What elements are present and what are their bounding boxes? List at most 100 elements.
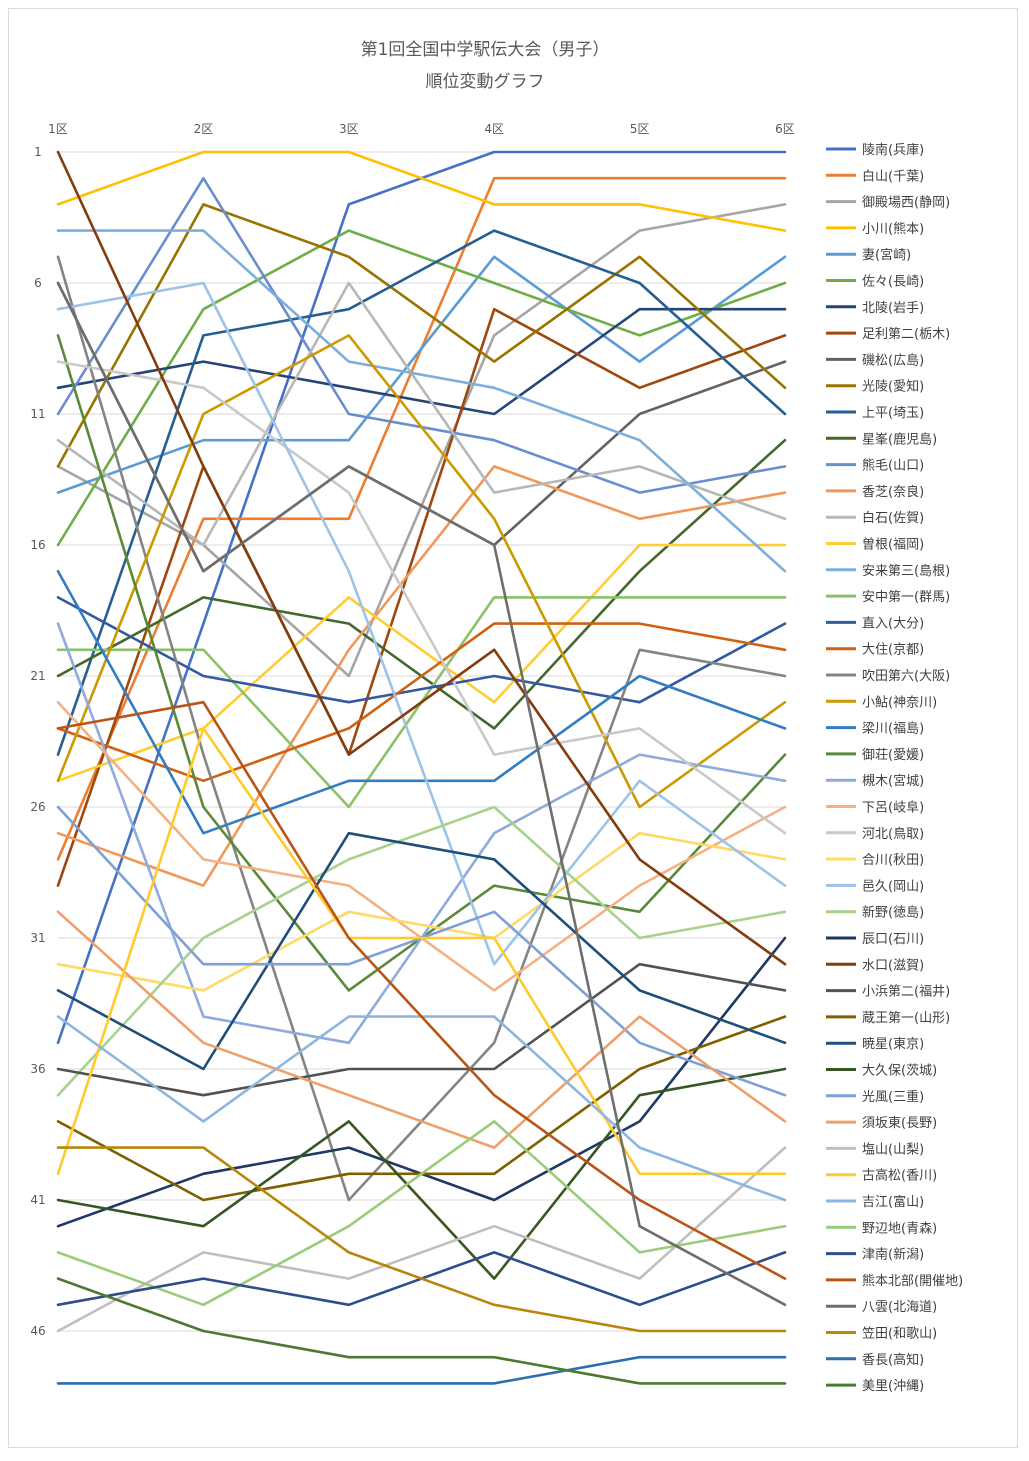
series-line bbox=[56, 1120, 787, 1307]
y-tick-label: 6 bbox=[34, 276, 42, 290]
legend-label: 塩山(山梨) bbox=[862, 1142, 924, 1157]
legend-label: 須坂東(長野) bbox=[862, 1115, 937, 1131]
legend-label: 陵南(兵庫) bbox=[862, 142, 924, 158]
chart-subtitle: 順位変動グラフ bbox=[426, 72, 545, 92]
series-line bbox=[56, 229, 787, 573]
legend-label: 妻(宮崎) bbox=[862, 247, 911, 263]
legend-label: 吉江(富山) bbox=[862, 1194, 924, 1210]
series-line bbox=[56, 1067, 787, 1280]
y-tick-label: 31 bbox=[30, 931, 45, 945]
legend-label: 蔵王第一(山形) bbox=[862, 1011, 950, 1026]
series-line bbox=[56, 307, 787, 887]
series-line bbox=[56, 281, 787, 1307]
legend-label: 津南(新潟) bbox=[862, 1247, 924, 1263]
x-tick-label: 4区 bbox=[484, 122, 504, 136]
legend-label: 八雲(北海道) bbox=[862, 1300, 937, 1315]
series-line bbox=[56, 307, 787, 416]
x-tick-label: 2区 bbox=[194, 122, 214, 136]
series-line bbox=[56, 150, 787, 966]
legend-label: 香芝(奈良) bbox=[862, 484, 924, 500]
legend-label: 合川(秋田) bbox=[862, 853, 924, 868]
legend-label: 北陵(岩手) bbox=[862, 301, 924, 316]
legend-label: 野辺地(青森) bbox=[862, 1221, 937, 1236]
legend-label: 光風(三重) bbox=[862, 1089, 924, 1105]
series-line bbox=[56, 700, 787, 1280]
series-line bbox=[56, 596, 787, 704]
legend-label: 安来第三(島根) bbox=[862, 564, 950, 579]
legend-label: 下呂(岐阜) bbox=[862, 800, 924, 816]
series-line bbox=[56, 622, 787, 783]
y-tick-label: 26 bbox=[30, 800, 45, 814]
series-line bbox=[56, 805, 787, 1097]
legend-label: 香長(高知) bbox=[862, 1352, 924, 1368]
legend-label: 小川(熊本) bbox=[862, 221, 924, 237]
y-tick-label: 1 bbox=[34, 145, 42, 159]
legend-label: 磯松(広島) bbox=[862, 353, 924, 368]
series-line bbox=[56, 255, 787, 494]
legend-label: 光陵(愛知) bbox=[862, 379, 924, 395]
legend-label: 安中第一(群馬) bbox=[862, 590, 950, 605]
series-line bbox=[56, 229, 787, 547]
y-tick-label: 21 bbox=[30, 669, 45, 683]
series-line bbox=[56, 543, 787, 783]
series-line bbox=[56, 203, 787, 468]
series-line bbox=[56, 281, 787, 966]
series-line bbox=[56, 1146, 787, 1333]
series-line bbox=[56, 962, 787, 1097]
x-tick-label: 1区 bbox=[48, 122, 68, 136]
legend-label: 佐々(長崎) bbox=[862, 275, 924, 290]
legend-label: 御荘(愛媛) bbox=[862, 748, 924, 763]
series-line bbox=[56, 805, 787, 1097]
legend-label: 白石(佐賀) bbox=[862, 510, 924, 526]
legend-label: 古高松(香川) bbox=[862, 1168, 937, 1184]
y-tick-label: 46 bbox=[30, 1324, 45, 1338]
legend-label: 直入(大分) bbox=[862, 616, 924, 631]
y-tick-label: 11 bbox=[30, 407, 45, 421]
legend-label: 槻木(宮城) bbox=[862, 773, 924, 789]
legend-label: 御殿場西(静岡) bbox=[862, 196, 950, 211]
legend-label: 暁星(東京) bbox=[862, 1036, 924, 1052]
legend-label: 笠田(和歌山) bbox=[862, 1327, 937, 1342]
legend-label: 河北(鳥取) bbox=[862, 827, 924, 842]
legend-label: 水口(滋賀) bbox=[862, 958, 924, 973]
series-line bbox=[56, 1146, 787, 1333]
series-line bbox=[56, 360, 787, 835]
series-line bbox=[56, 831, 787, 1071]
y-tick-label: 16 bbox=[30, 538, 45, 552]
series-line bbox=[56, 229, 787, 756]
series-line bbox=[56, 936, 787, 1228]
legend-label: 足利第二(栃木) bbox=[862, 327, 950, 342]
legend-label: 星峯(鹿児島) bbox=[862, 431, 937, 447]
legend-label: 白山(千葉) bbox=[862, 168, 924, 184]
series-line bbox=[56, 465, 787, 887]
legend-label: 小鮎(神奈川) bbox=[862, 695, 937, 710]
x-tick-label: 6区 bbox=[775, 122, 795, 136]
legend-label: 大住(京都) bbox=[862, 643, 924, 658]
series-line bbox=[56, 281, 787, 547]
legend-label: 梁川(福島) bbox=[862, 722, 924, 737]
legend-label: 小浜第二(福井) bbox=[862, 985, 950, 1000]
legend-label: 吹田第六(大阪) bbox=[862, 669, 950, 684]
x-tick-label: 3区 bbox=[339, 122, 359, 136]
legend-label: 曽根(福岡) bbox=[862, 538, 924, 553]
series-line bbox=[56, 1355, 787, 1385]
legend-label: 邑久(岡山) bbox=[862, 879, 924, 894]
series-line bbox=[56, 727, 787, 1176]
legend-label: 新野(徳島) bbox=[862, 905, 924, 921]
x-tick-label: 5区 bbox=[630, 122, 650, 136]
legend-label: 大久保(茨城) bbox=[862, 1064, 937, 1079]
series-line bbox=[56, 1277, 787, 1385]
legend-label: 辰口(石川) bbox=[862, 932, 924, 947]
series-line bbox=[56, 150, 787, 232]
series-line bbox=[56, 334, 787, 809]
series-line bbox=[56, 569, 787, 835]
legend-label: 美里(沖縄) bbox=[862, 1379, 924, 1394]
chart-title: 第1回全国中学駅伝大会（男子） bbox=[361, 40, 610, 60]
y-tick-label: 36 bbox=[30, 1062, 45, 1076]
y-tick-label: 41 bbox=[30, 1193, 45, 1207]
series-line bbox=[56, 910, 787, 1149]
series-line bbox=[56, 334, 787, 992]
series-line bbox=[56, 831, 787, 992]
legend-label: 上平(埼玉) bbox=[862, 406, 924, 421]
